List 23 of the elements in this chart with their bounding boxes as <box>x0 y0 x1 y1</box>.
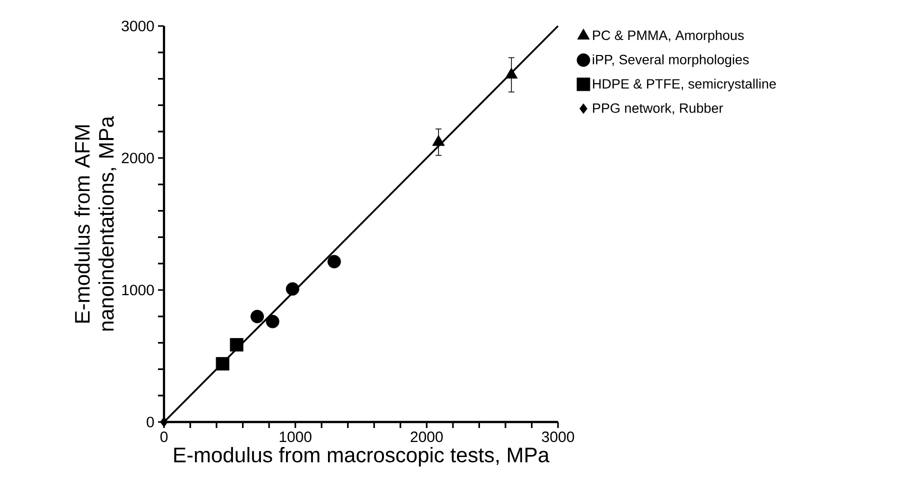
y-tick-label: 2000 <box>122 152 154 164</box>
legend-label: HDPE & PTFE, semicrystalline <box>593 78 776 92</box>
x-axis-title: E-modulus from macroscopic tests, MPa <box>174 446 550 467</box>
point <box>505 68 518 79</box>
point <box>160 416 168 428</box>
point <box>286 282 300 296</box>
y-tick-label: 1000 <box>122 284 154 296</box>
legend-label: PC & PMMA, Amorphous <box>593 30 744 43</box>
point <box>432 134 445 146</box>
legend-label: PPG network, Rubber <box>593 102 723 114</box>
x-tick-label: 1000 <box>280 432 312 442</box>
y-tick-label: 0 <box>146 416 154 428</box>
point <box>230 338 244 352</box>
x-tick-label: 0 <box>160 432 168 442</box>
y-axis-title: E-modulus from AFM nanoindentations, MPa <box>74 116 116 331</box>
point <box>266 314 280 328</box>
point <box>328 254 341 268</box>
legend-label: iPP, Several morphologies <box>592 54 749 68</box>
y-tick-label: 3000 <box>122 20 154 32</box>
x-tick-label: 3000 <box>542 432 574 442</box>
point <box>216 357 230 370</box>
point <box>250 310 264 324</box>
x-tick-label: 2000 <box>410 432 443 442</box>
